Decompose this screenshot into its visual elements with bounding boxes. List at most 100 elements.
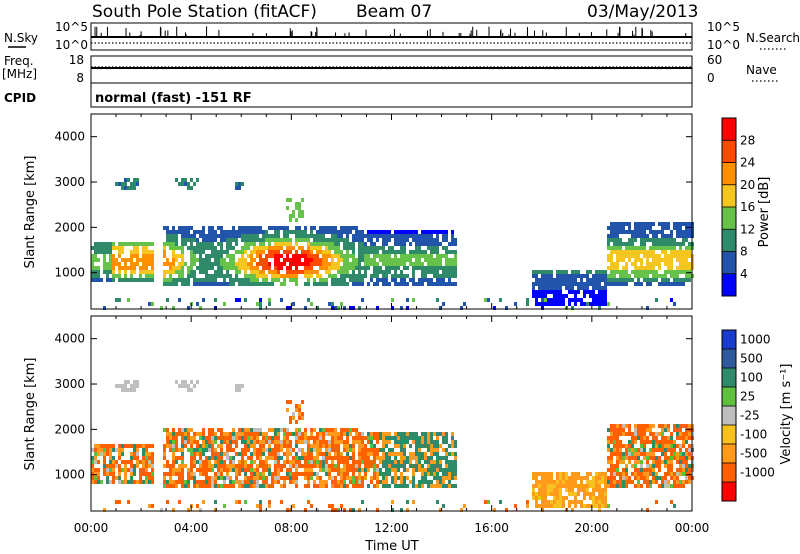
power-cell	[685, 234, 688, 238]
power-cell	[673, 274, 676, 278]
power-cell	[205, 254, 208, 258]
velocity-cell	[661, 484, 664, 488]
power-cell	[304, 306, 307, 310]
power-cell	[262, 282, 265, 286]
power-cell	[391, 258, 394, 262]
velocity-cell	[223, 504, 226, 508]
velocity-cell	[535, 476, 538, 480]
power-cell	[106, 270, 109, 274]
velocity-cell	[325, 448, 328, 452]
power-cell	[316, 246, 319, 250]
velocity-cell	[220, 464, 223, 468]
velocity-cell	[343, 464, 346, 468]
power-cell	[634, 270, 637, 274]
velocity-cell	[340, 460, 343, 464]
velocity-cell	[616, 480, 619, 484]
power-cell	[688, 242, 691, 246]
velocity-cell	[664, 456, 667, 460]
power-cell	[94, 246, 97, 250]
power-cell	[298, 234, 301, 238]
power-cell	[628, 222, 631, 226]
velocity-cell	[361, 460, 364, 464]
power-cell	[640, 266, 643, 270]
power-cell	[619, 226, 622, 230]
power-cell	[205, 278, 208, 282]
velocity-cell	[406, 432, 409, 436]
power-cell	[559, 270, 562, 274]
power-cell	[367, 234, 370, 238]
velocity-cell	[163, 476, 166, 480]
power-cell	[400, 230, 403, 234]
power-cell	[415, 238, 418, 242]
power-cell	[679, 226, 682, 230]
velocity-cell	[403, 480, 406, 484]
power-cell	[223, 258, 226, 262]
power-cell	[445, 258, 448, 262]
power-cell	[193, 278, 196, 282]
velocity-cell	[259, 508, 262, 512]
velocity-cell	[346, 484, 349, 488]
power-cell	[322, 254, 325, 258]
power-cell	[595, 278, 598, 282]
power-cell	[550, 282, 553, 286]
power-cell	[427, 234, 430, 238]
power-cell	[568, 282, 571, 286]
velocity-cell	[361, 500, 364, 504]
velocity-cell	[226, 432, 229, 436]
velocity-cell	[667, 472, 670, 476]
velocity-cell	[439, 468, 442, 472]
velocity-cell	[664, 464, 667, 468]
power-cell	[334, 282, 337, 286]
nsky-tick-bottom: 10^0	[55, 38, 88, 52]
nsky-panel: N.Sky 10^5 10^0 10^5 10^0 N.Search	[4, 20, 800, 52]
power-cell	[259, 274, 262, 278]
velocity-cell	[637, 436, 640, 440]
power-cell	[550, 278, 553, 282]
velocity-cell	[436, 460, 439, 464]
velocity-cell	[304, 432, 307, 436]
power-cell	[361, 238, 364, 242]
power-cell	[412, 282, 415, 286]
power-cell	[394, 282, 397, 286]
velocity-cell	[613, 452, 616, 456]
power-cell	[421, 250, 424, 254]
power-cell	[631, 234, 634, 238]
power-cell	[367, 238, 370, 242]
velocity-cell	[250, 432, 253, 436]
power-cell	[622, 230, 625, 234]
velocity-cell	[586, 504, 589, 508]
velocity-cell	[325, 456, 328, 460]
velocity-cell	[535, 472, 538, 476]
velocity-cell	[349, 464, 352, 468]
power-cell	[220, 266, 223, 270]
velocity-cell	[652, 452, 655, 456]
velocity-cell	[565, 488, 568, 492]
power-cell	[379, 246, 382, 250]
power-cell	[358, 230, 361, 234]
power-cell	[106, 262, 109, 266]
power-cell	[172, 250, 175, 254]
power-cell	[625, 230, 628, 234]
velocity-cell	[271, 440, 274, 444]
power-cell	[613, 226, 616, 230]
power-cell	[439, 266, 442, 270]
velocity-cell	[253, 440, 256, 444]
velocity-cell	[250, 472, 253, 476]
power-cell	[442, 274, 445, 278]
power-cell	[661, 250, 664, 254]
velocity-cell	[328, 468, 331, 472]
power-cell	[442, 270, 445, 274]
power-cell	[103, 266, 106, 270]
power-cell	[262, 246, 265, 250]
velocity-cell	[412, 464, 415, 468]
velocity-cell	[313, 448, 316, 452]
velocity-cell	[346, 468, 349, 472]
velocity-cell	[346, 452, 349, 456]
velocity-cell	[214, 472, 217, 476]
power-cell	[211, 266, 214, 270]
velocity-cell	[628, 460, 631, 464]
velocity-cell	[244, 460, 247, 464]
velocity-cell	[214, 432, 217, 436]
velocity-cell	[544, 504, 547, 508]
velocity-cell	[622, 444, 625, 448]
